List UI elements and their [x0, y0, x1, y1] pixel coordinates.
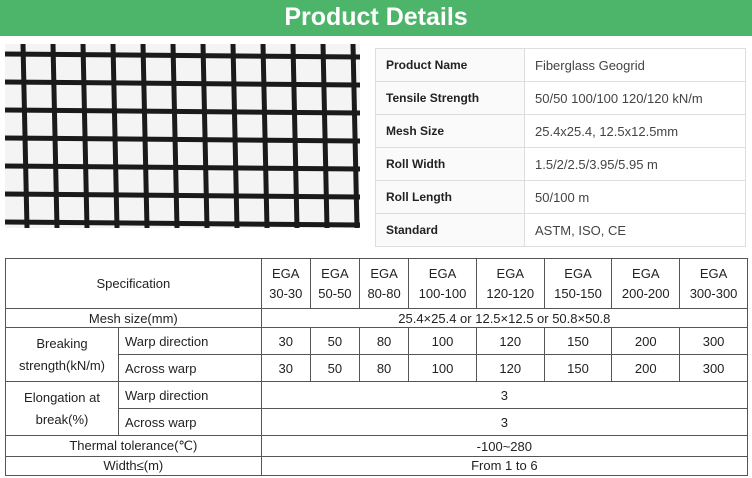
cell-value: 100	[408, 327, 477, 356]
detail-value: ASTM, ISO, CE	[524, 213, 746, 247]
model-header: EGA 30-30	[260, 258, 311, 309]
model-line: EGA	[564, 266, 592, 281]
row-value: 25.4×25.4 or 12.5×12.5 or 50.8×50.8	[260, 307, 749, 329]
details-row: Mesh Size 25.4x25.4, 12.5x12.5mm	[375, 114, 746, 148]
row-value: From 1 to 6	[260, 455, 749, 477]
cell-value: 30	[260, 327, 311, 356]
spec-row: Across warp 3	[6, 408, 749, 437]
detail-label: Tensile Strength	[375, 81, 525, 115]
row-label: Thermal tolerance(℃)	[5, 435, 262, 457]
sub-label: Across warp	[118, 354, 262, 383]
detail-label: Mesh Size	[375, 114, 525, 148]
sub-label: Warp direction	[118, 327, 262, 356]
cell-value: 30	[260, 354, 311, 383]
model-line: 50-50	[318, 286, 352, 301]
model-line: EGA	[428, 266, 457, 281]
model-line: 80-80	[367, 286, 401, 301]
group-label: Elongation at break(%)	[5, 381, 119, 437]
cell-value: 50	[309, 327, 360, 356]
detail-label: Roll Length	[375, 180, 525, 214]
row-label: Width≤(m)	[5, 455, 262, 477]
details-row: Roll Width 1.5/2/2.5/3.95/5.95 m	[375, 147, 746, 181]
cell-value: 300	[679, 354, 748, 383]
spec-row: Elongation at break(%) Warp direction 3	[5, 381, 749, 437]
row-value: -100~280	[260, 435, 749, 457]
model-header: EGA 120-120	[475, 258, 545, 309]
model-line: 120-120	[486, 286, 535, 301]
details-row: Product Name Fiberglass Geogrid	[375, 48, 746, 82]
cell-value: 150	[543, 354, 613, 383]
model-header: EGA 200-200	[611, 258, 681, 309]
cell-value: 200	[611, 327, 681, 356]
detail-label: Standard	[375, 213, 525, 247]
detail-label: Product Name	[375, 48, 525, 82]
header-title: Product Details	[0, 0, 752, 36]
row-label: Mesh size(mm)	[5, 307, 262, 329]
sub-label: Across warp	[118, 408, 262, 437]
model-header: EGA 80-80	[358, 258, 410, 309]
group-label: Breaking strength(kN/m)	[5, 327, 119, 383]
cell-value: 200	[611, 354, 681, 383]
row-value: 3	[260, 381, 749, 410]
cell-value: 80	[358, 327, 410, 356]
spec-row: Width≤(m) From 1 to 6	[5, 455, 749, 477]
sub-label: Warp direction	[118, 381, 262, 410]
model-line: EGA	[321, 266, 349, 281]
model-line: 150-150	[554, 286, 602, 301]
model-line: 300-300	[689, 286, 738, 301]
model-header: EGA 100-100	[408, 258, 477, 309]
model-line: EGA	[632, 266, 660, 281]
cell-value: 50	[309, 354, 360, 383]
spec-row: Breaking strength(kN/m) Warp direction 30 5…	[5, 327, 748, 383]
row-value: 3	[260, 408, 749, 437]
model-header: EGA 50-50	[309, 258, 360, 309]
details-row: Tensile Strength 50/50 100/100 120/120 kN…	[375, 81, 746, 115]
cell-value: 120	[475, 354, 545, 383]
spec-table: Specification EGA 30-30 EGA 50-50 EGA 80-80 EGA…	[5, 258, 749, 477]
model-header: EGA 150-150	[543, 258, 613, 309]
detail-value: 1.5/2/2.5/3.95/5.95 m	[524, 147, 746, 181]
detail-value: Fiberglass Geogrid	[524, 48, 746, 82]
cell-value: 100	[408, 354, 477, 383]
detail-label: Roll Width	[375, 147, 525, 181]
details-table: Product Name Fiberglass Geogrid Tensile St…	[375, 48, 746, 247]
model-line: EGA	[272, 266, 300, 281]
spec-row: Across warp 30 50 80 100 120 150 200 300	[6, 354, 748, 383]
spec-row: Mesh size(mm) 25.4×25.4 or 12.5×12.5 or 5…	[5, 307, 749, 329]
cell-value: 150	[543, 327, 613, 356]
product-image	[5, 44, 360, 228]
detail-value: 50/50 100/100 120/120 kN/m	[524, 81, 746, 115]
model-line: EGA	[699, 266, 728, 281]
cell-value: 80	[358, 354, 410, 383]
model-line: EGA	[370, 266, 398, 281]
details-row: Roll Length 50/100 m	[375, 180, 746, 214]
spec-header: Specification	[5, 258, 262, 309]
model-line: EGA	[496, 266, 524, 281]
model-line: 30-30	[269, 286, 303, 301]
spec-header-row: Specification EGA 30-30 EGA 50-50 EGA 80-80 EGA…	[5, 258, 748, 309]
detail-value: 25.4x25.4, 12.5x12.5mm	[524, 114, 746, 148]
model-header: EGA 300-300	[679, 258, 748, 309]
cell-value: 120	[475, 327, 545, 356]
cell-value: 300	[679, 327, 748, 356]
model-line: 200-200	[621, 286, 670, 301]
model-line: 100-100	[418, 286, 467, 301]
details-row: Standard ASTM, ISO, CE	[375, 213, 746, 247]
detail-value: 50/100 m	[524, 180, 746, 214]
spec-row: Thermal tolerance(℃) -100~280	[5, 435, 749, 457]
